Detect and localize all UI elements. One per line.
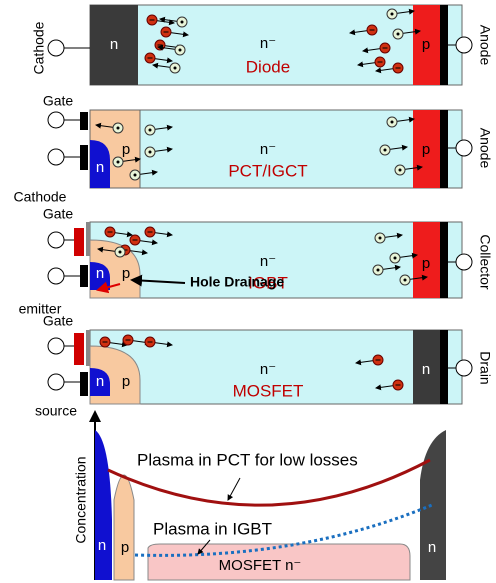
curve-label: Plasma in PCT for low losses: [137, 450, 358, 469]
region-label: MOSFET n⁻: [219, 557, 302, 574]
igbt-panel: Gate emitter Collector n p n⁻ IGBT p Hol…: [19, 206, 494, 317]
region-label: n⁻: [260, 141, 276, 158]
terminal-label: Cathode: [31, 21, 47, 74]
terminal-label: Anode: [477, 25, 493, 66]
device-label: PCT/IGCT: [228, 161, 307, 180]
mosfet-panel: Gate source Drain n p n⁻ MOSFET n: [35, 313, 493, 419]
region-label: p: [122, 141, 130, 158]
carrier: [399, 169, 402, 172]
carrier: [391, 121, 394, 124]
diode-panel: Cathode Anode n n⁻ Diode p: [31, 5, 494, 85]
region-label: p: [422, 36, 430, 53]
device-label: MOSFET: [233, 381, 304, 400]
terminal-label: Cathode: [14, 189, 67, 205]
pct-panel: Gate Cathode Anode n p n⁻ PCT/IGCT p: [14, 93, 494, 205]
terminal-label: Anode: [477, 128, 493, 169]
carrier: [149, 129, 152, 132]
carrier: [384, 149, 387, 152]
terminal-label: Gate: [43, 313, 74, 329]
carrier: [379, 237, 382, 240]
region-label: n: [98, 537, 106, 554]
region-label: n⁻: [260, 253, 276, 270]
carrier: [397, 33, 400, 36]
carrier: [149, 151, 152, 154]
curve-label: Plasma in IGBT: [153, 519, 272, 538]
terminal-label: Collector: [477, 234, 493, 290]
region-label: n: [422, 361, 430, 378]
region-label: n: [110, 36, 118, 53]
carrier: [391, 13, 394, 16]
annotation: Hole Drainage: [190, 274, 284, 290]
region-label: n: [96, 373, 104, 390]
carrier: [404, 279, 407, 282]
carrier: [174, 67, 177, 70]
carrier: [117, 127, 120, 130]
region-label: n⁻: [260, 361, 276, 378]
terminal-label: source: [35, 403, 77, 419]
carrier: [394, 257, 397, 260]
carrier: [134, 174, 137, 177]
carrier: [377, 269, 380, 272]
region-label: n: [428, 539, 436, 556]
carrier: [179, 49, 182, 52]
region-label: p: [121, 539, 129, 556]
axis-label: Concentration: [73, 456, 89, 543]
device-label: Diode: [246, 57, 290, 76]
region-label: p: [122, 373, 130, 390]
terminal-label: Gate: [43, 206, 74, 222]
region-label: n: [96, 265, 104, 282]
region-label: p: [422, 255, 430, 272]
region-label: p: [422, 141, 430, 158]
concentration-profile: Concentration Plasma in PCT for low loss…: [73, 412, 446, 580]
region-label: p: [122, 265, 130, 282]
diagram: Cathode Anode n n⁻ Diode p Gate Cathode …: [0, 0, 496, 583]
terminal-label: Gate: [43, 93, 74, 109]
carrier: [119, 251, 122, 254]
region-label: n: [96, 159, 104, 176]
carrier: [181, 21, 184, 24]
region-label: n⁻: [260, 35, 276, 52]
contact: [440, 5, 448, 85]
terminal-label: Drain: [477, 351, 493, 384]
carrier: [117, 161, 120, 164]
